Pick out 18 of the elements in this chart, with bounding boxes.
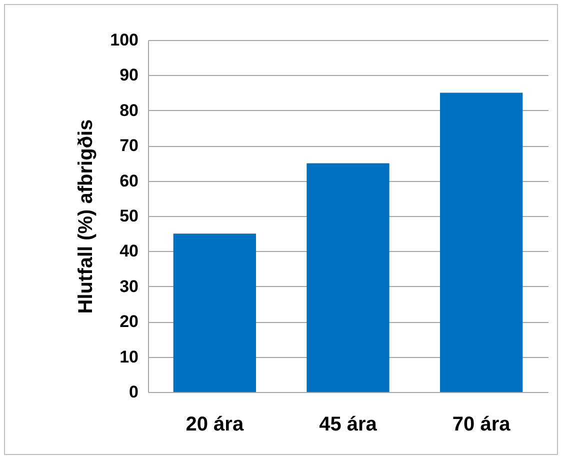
y-axis-title: Hlutfall (%) afbrigðis (75, 119, 98, 314)
y-tick-label: 20 (120, 312, 138, 332)
x-tick-label: 45 ára (319, 414, 378, 436)
bar (440, 92, 523, 392)
bar (173, 234, 256, 392)
y-tick-label: 0 (129, 382, 138, 402)
y-tick-label: 10 (120, 347, 138, 366)
y-tick-label: 30 (120, 276, 138, 296)
y-tick-label: 50 (120, 206, 138, 226)
y-tick-label: 40 (120, 242, 138, 261)
y-tick-label: 90 (120, 66, 138, 85)
y-tick-label: 80 (120, 100, 138, 120)
bar (306, 163, 390, 392)
x-tick-label: 70 ára (452, 414, 512, 436)
y-tick-label: 60 (120, 171, 138, 190)
y-tick-label: 70 (120, 136, 138, 156)
y-tick-label: 100 (110, 30, 138, 50)
x-tick-label: 20 ára (186, 414, 244, 436)
